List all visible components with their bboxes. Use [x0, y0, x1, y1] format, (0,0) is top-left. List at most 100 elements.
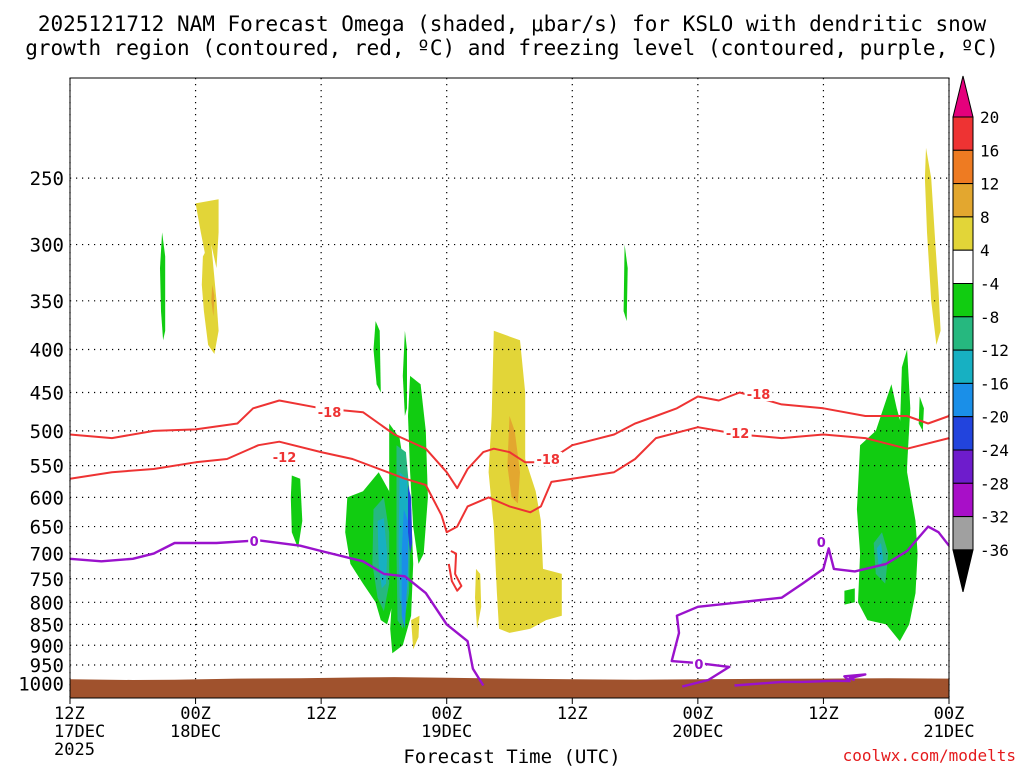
- omega-region: [899, 349, 911, 466]
- y-tick-label: 800: [30, 592, 64, 614]
- y-tick-label: 250: [30, 168, 64, 190]
- y-tick-label: 750: [30, 569, 64, 591]
- colorbar-label: -4: [980, 275, 999, 294]
- omega-region: [201, 244, 219, 354]
- contour-labels: -18 -12 -18 -18 -12 0 0 0: [248, 387, 828, 673]
- contour-label-bg: [692, 657, 705, 672]
- colorbar-swatch: [952, 216, 974, 251]
- colorbar-swatch: [952, 516, 974, 551]
- colorbar-swatch: [952, 149, 974, 185]
- y-tick-label: 900: [30, 635, 64, 657]
- colorbar-bottom-arrow: [952, 549, 974, 593]
- y-tick-label: 850: [30, 614, 64, 636]
- colorbar-swatch: [952, 249, 974, 284]
- colorbar-label: -24: [980, 441, 1009, 460]
- omega-region: [195, 199, 219, 269]
- y-tick-label: 950: [30, 655, 64, 677]
- omega-region: [918, 396, 924, 431]
- colorbar-label: 8: [980, 208, 990, 227]
- omega-region: [411, 615, 420, 650]
- colorbar-label: 20: [980, 108, 999, 127]
- y-tick-label: 450: [30, 382, 64, 404]
- colorbar-swatch: [952, 316, 974, 351]
- y-tick-label: 600: [30, 487, 64, 509]
- colorbar-swatch: [952, 183, 974, 218]
- omega-region: [160, 232, 166, 341]
- colorbar-label: 16: [980, 141, 999, 160]
- y-tick-label: 1000: [18, 674, 64, 696]
- colorbar-label: 12: [980, 175, 999, 194]
- colorbar-top-arrow: [952, 75, 974, 118]
- y-tick-label: 700: [30, 544, 64, 566]
- contour-label: -18: [536, 453, 560, 468]
- x-axis-title: Forecast Time (UTC): [403, 746, 621, 768]
- x-tick-label: 12Z: [54, 704, 85, 724]
- x-tick-label: 19DEC: [421, 722, 472, 742]
- contour-label: -12: [273, 451, 297, 466]
- omega-region: [290, 475, 303, 549]
- colorbar: 20 16 12 8 4 -4 -8 -12 -16 -20 -24 -28 -32 -36: [952, 75, 1009, 593]
- colorbar-swatch: [952, 349, 974, 384]
- contour-label: 0: [817, 536, 826, 551]
- y-tick-label: 400: [30, 340, 64, 362]
- chart-title-line-2: growth region (contoured, red, ºC) and f…: [25, 36, 999, 60]
- freezing-level-contour: [734, 673, 867, 687]
- colorbar-label: -28: [980, 474, 1009, 493]
- terrain-layer: [70, 677, 949, 698]
- colorbar-swatch: [952, 116, 974, 151]
- terrain-fill: [70, 677, 949, 698]
- x-tick-label: 21DEC: [923, 722, 974, 742]
- credit-text: coolwx.com/modelts: [842, 746, 1016, 765]
- colorbar-label: -16: [980, 374, 1009, 393]
- contour-label: 0: [250, 535, 259, 550]
- omega-region: [402, 330, 407, 416]
- contour-label: -18: [318, 406, 342, 421]
- omega-region: [408, 485, 413, 554]
- contour-label-bg: [248, 533, 261, 548]
- colorbar-label: -8: [980, 308, 999, 327]
- colorbar-label: 4: [980, 241, 990, 260]
- contour-label: -12: [726, 427, 750, 442]
- colorbar-label: -20: [980, 408, 1009, 427]
- temperature-contour: [447, 550, 463, 592]
- x-tick-label: 00Z: [934, 704, 965, 724]
- colorbar-swatch: [952, 482, 974, 518]
- colorbar-label: -32: [980, 508, 1009, 527]
- y-tick-label: 550: [30, 456, 64, 478]
- contour-label-bg: [815, 534, 828, 549]
- colorbar-swatch: [952, 449, 974, 484]
- contour-label-bg: [534, 451, 563, 466]
- colorbar-swatch: [952, 283, 974, 318]
- x-tick-label: 20DEC: [672, 722, 723, 742]
- omega-region: [876, 543, 884, 569]
- x-tick-label: 00Z: [180, 704, 211, 724]
- omega-region: [373, 321, 381, 393]
- omega-region: [924, 147, 941, 345]
- omega-region: [401, 509, 408, 629]
- x-tick-label: 12Z: [306, 704, 337, 724]
- freezing-level-contour: [69, 539, 485, 687]
- omega-region: [408, 375, 428, 564]
- plot-frame: [69, 77, 950, 699]
- contour-label-bg: [315, 405, 344, 420]
- colorbar-label: -36: [980, 541, 1009, 560]
- x-tick-label: 17DEC: [54, 722, 105, 742]
- contour-label: -18: [747, 388, 771, 403]
- x-tick-label: 18DEC: [170, 722, 221, 742]
- x-tick-label: 12Z: [557, 704, 588, 724]
- omega-region: [623, 244, 628, 322]
- y-tick-label: 300: [30, 235, 64, 257]
- colorbar-swatch: [952, 382, 974, 418]
- x-tick-label: 00Z: [431, 704, 462, 724]
- contour-label: 0: [694, 658, 703, 673]
- y-tick-label: 500: [30, 421, 64, 443]
- x-tick-label: 00Z: [682, 704, 713, 724]
- omega-region: [488, 330, 562, 633]
- colorbar-label: -12: [980, 341, 1009, 360]
- contour-label-bg: [723, 426, 752, 441]
- x-tick-label: 2025: [54, 740, 95, 760]
- y-axis: 2503003504004505005506006507007508008509…: [18, 168, 64, 696]
- y-tick-label: 350: [30, 291, 64, 313]
